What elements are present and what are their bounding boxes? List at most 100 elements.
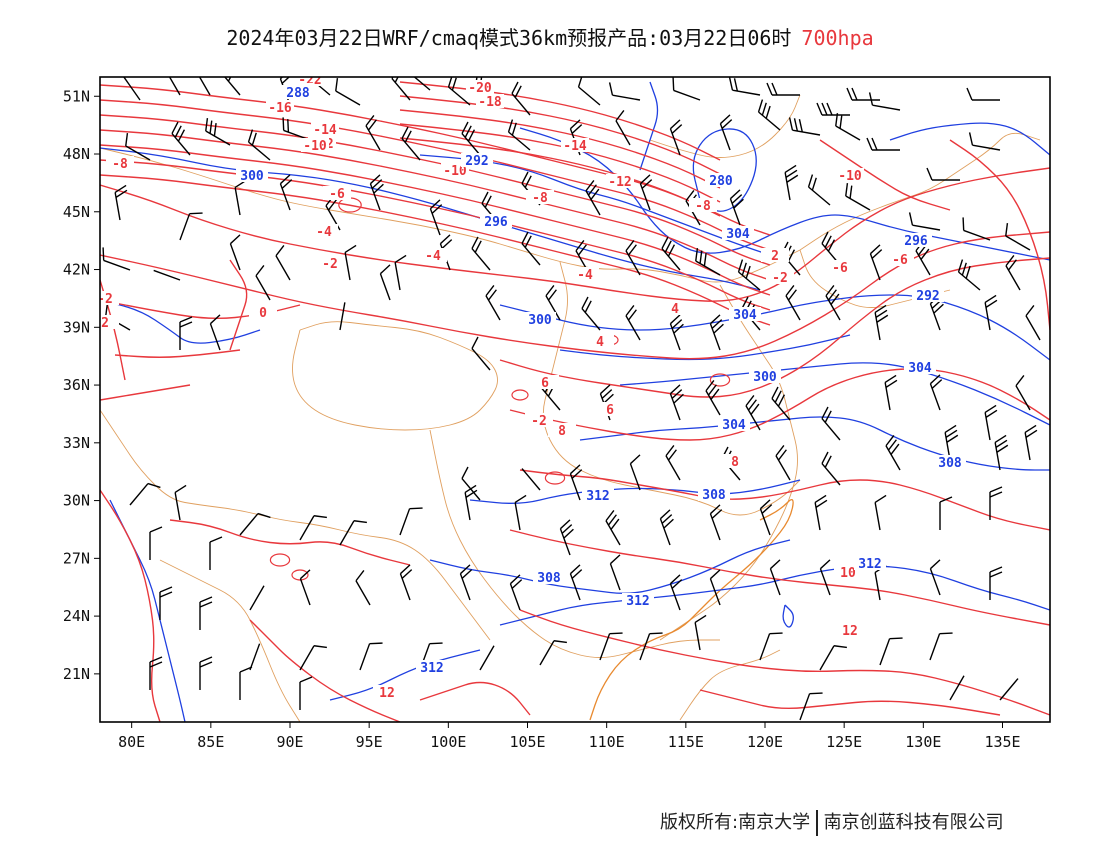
temperature-contour xyxy=(819,139,951,211)
height-label-bg xyxy=(854,556,886,570)
wind-barb xyxy=(239,666,253,700)
lat-tick-label: 27N xyxy=(63,549,90,567)
wind-barb xyxy=(759,499,773,536)
wind-barb xyxy=(521,231,541,266)
lon-tick-label: 120E xyxy=(747,733,783,751)
wind-barb xyxy=(835,113,861,141)
temperature-label-bg xyxy=(766,270,794,284)
temperature-label: -2 xyxy=(772,271,788,286)
lat-tick-label: 45N xyxy=(63,203,90,221)
lon-tick-label: 95E xyxy=(356,733,383,751)
wind-barb xyxy=(199,656,213,690)
wind-barb xyxy=(1024,424,1038,461)
height-label-bg xyxy=(236,168,268,182)
wind-barb xyxy=(149,656,163,690)
height-label: 304 xyxy=(908,361,932,376)
wind-barb xyxy=(335,78,361,106)
wind-barbs xyxy=(102,77,1041,721)
wind-barb xyxy=(585,179,601,216)
height-label-bg xyxy=(900,233,932,247)
wind-barb xyxy=(661,236,681,271)
wind-barb xyxy=(929,632,953,661)
lon-tick-label: 135E xyxy=(984,733,1020,751)
wind-barb xyxy=(205,118,231,146)
temperature-label-bg xyxy=(373,685,401,699)
temperature-contour xyxy=(519,609,1050,716)
temperature-label-bg xyxy=(721,454,749,468)
temperature-label: 8 xyxy=(731,455,739,470)
wind-barb xyxy=(369,174,384,211)
wind-barb xyxy=(625,304,641,341)
wind-barb xyxy=(539,640,567,666)
wind-barb xyxy=(249,585,265,611)
temperature-label: -2 xyxy=(322,257,338,272)
wind-barb xyxy=(199,596,213,630)
wind-barb xyxy=(461,466,481,501)
height-label-bg xyxy=(749,369,781,383)
wind-barb xyxy=(709,314,724,351)
admin-boundary xyxy=(799,249,951,308)
wind-barb xyxy=(737,259,761,291)
temperature-contour xyxy=(100,231,1050,360)
wind-barb xyxy=(459,564,473,601)
temperature-label-bg xyxy=(316,256,344,270)
wind-barb xyxy=(729,189,744,226)
temperature-label: -18 xyxy=(478,95,502,110)
contour-labels: -22-20-18-18-16-14-14-12-12-10-10-10-8-8… xyxy=(100,77,966,701)
wind-barb xyxy=(968,132,1001,151)
height-label: 296 xyxy=(904,234,928,249)
wind-barb xyxy=(179,212,203,241)
height-label-bg xyxy=(904,360,936,374)
wind-barb xyxy=(605,509,621,546)
temperature-label-bg xyxy=(419,248,447,262)
wind-barb xyxy=(461,121,481,156)
temperature-cell xyxy=(291,569,309,581)
temperature-label: 10 xyxy=(840,566,856,581)
temperature-contour xyxy=(519,469,1050,531)
height-label: 292 xyxy=(465,154,488,169)
temperature-label-bg xyxy=(531,375,559,389)
temperature-label-bg xyxy=(301,138,329,152)
temperature-label-bg xyxy=(886,252,914,266)
wind-barb xyxy=(229,234,241,271)
temperature-contour xyxy=(499,257,1050,398)
height-contour xyxy=(499,294,1050,361)
height-label-bg xyxy=(480,214,512,228)
temperature-contour xyxy=(509,368,1050,441)
temperature-cell xyxy=(511,389,529,401)
copyright-divider xyxy=(816,810,818,836)
wind-barb xyxy=(471,236,491,271)
wind-barb xyxy=(962,217,991,241)
height-label: 280 xyxy=(709,174,733,189)
wind-barb xyxy=(507,119,531,151)
admin-boundary xyxy=(679,649,781,721)
temperature-cell xyxy=(709,373,731,387)
wind-barb xyxy=(866,137,900,151)
wind-barb xyxy=(479,645,495,671)
wind-barb xyxy=(757,99,781,131)
temperature-cell xyxy=(544,471,566,485)
temperature-label: -8 xyxy=(112,157,128,172)
height-contour xyxy=(889,122,1050,156)
wind-barb xyxy=(868,92,901,111)
lat-tick-label: 21N xyxy=(63,665,90,683)
wind-barb xyxy=(179,316,193,350)
temperature-label: 6 xyxy=(606,403,614,418)
height-contour xyxy=(329,649,481,701)
wind-barb xyxy=(672,77,701,101)
wind-barb xyxy=(391,77,411,101)
wind-barb xyxy=(994,434,1009,471)
height-label-bg xyxy=(622,593,654,607)
wind-barb xyxy=(171,121,191,156)
wind-barb xyxy=(359,642,383,671)
temperature-label-bg xyxy=(310,224,338,238)
temperature-contour xyxy=(100,384,191,401)
temperature-label: -4 xyxy=(577,268,593,283)
wind-barb xyxy=(869,244,883,281)
height-label: 312 xyxy=(586,489,609,504)
wind-barb xyxy=(464,484,478,521)
wind-barb xyxy=(874,304,889,341)
wind-barb xyxy=(625,239,641,276)
wind-barb xyxy=(399,507,423,536)
temperature-label: 4 xyxy=(671,302,679,317)
